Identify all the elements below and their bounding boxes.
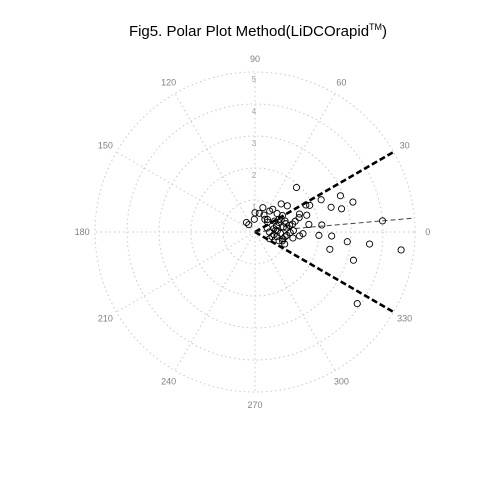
data-point (283, 231, 291, 239)
grid-spoke (174, 93, 256, 233)
data-point (265, 228, 273, 236)
angle-tick-label: 270 (247, 400, 262, 410)
data-point (265, 235, 274, 243)
data-point (281, 217, 289, 225)
data-point (281, 233, 289, 241)
data-point (306, 201, 314, 209)
data-point (279, 235, 287, 243)
data-point (295, 210, 304, 218)
data-point (271, 217, 279, 225)
data-point (317, 196, 325, 204)
radius-tick-label: 1 (252, 203, 257, 212)
data-point (266, 207, 274, 215)
data-point (260, 211, 268, 219)
chart-title-main: Fig5. Polar Plot Method(LiDCOrapid (129, 23, 369, 40)
angle-tick-label: 90 (250, 54, 260, 64)
data-point (327, 203, 335, 211)
data-point (250, 215, 258, 223)
radius-labels: 1 2 3 4 5 (252, 75, 257, 212)
data-point (291, 217, 299, 225)
grid-circle (94, 71, 416, 393)
data-point (378, 217, 387, 225)
data-point (286, 221, 294, 229)
data-point (343, 238, 351, 246)
chart-title: Fig5. Polar Plot Method(LiDCOrapidTM) (129, 22, 387, 40)
angle-tick-label: 0 (425, 227, 430, 237)
data-point (353, 300, 361, 308)
data-point (272, 226, 280, 234)
data-point (295, 214, 303, 222)
grid-spoke (174, 231, 256, 371)
data-point (275, 237, 283, 245)
grid-circle (126, 103, 384, 361)
radius-tick-label: 3 (252, 139, 257, 148)
data-point (261, 215, 269, 223)
chart-title-superscript: TM (369, 22, 382, 32)
data-point (397, 246, 405, 254)
grid-spoke (116, 231, 256, 313)
angle-tick-label: 330 (397, 313, 412, 323)
data-point (245, 221, 253, 229)
data-point (299, 230, 307, 238)
data-point (336, 192, 344, 200)
radius-tick-label: 2 (252, 171, 257, 180)
data-point (289, 234, 297, 242)
data-point (292, 183, 301, 192)
data-point (305, 220, 313, 228)
angle-tick-label: 210 (98, 313, 113, 323)
angle-tick-label: 150 (98, 141, 113, 151)
data-point (242, 218, 250, 227)
data-points (242, 183, 405, 308)
angle-tick-label: 300 (334, 377, 349, 387)
chart-title-suffix: ) (382, 23, 387, 40)
data-point (318, 221, 326, 229)
data-point (263, 216, 271, 224)
data-point (259, 204, 267, 212)
data-point (272, 222, 281, 230)
data-point (281, 240, 289, 248)
data-point (303, 211, 311, 219)
data-point (255, 209, 263, 217)
grid-spoke (254, 231, 336, 371)
radius-tick-label: 4 (252, 107, 257, 116)
data-point (289, 227, 297, 235)
data-point (328, 232, 336, 240)
radius-tick-label: 5 (252, 75, 257, 84)
grid-spoke (116, 151, 256, 233)
data-point (326, 245, 334, 253)
data-point (283, 202, 291, 210)
data-point (366, 240, 374, 248)
angle-tick-label: 60 (336, 77, 346, 87)
data-point (315, 231, 323, 239)
data-point (349, 198, 357, 206)
angle-tick-label: 180 (75, 227, 90, 237)
angle-tick-label: 30 (400, 141, 410, 151)
data-point (337, 205, 346, 213)
angle-tick-label: 240 (161, 377, 176, 387)
data-point (302, 201, 310, 209)
angle-labels: 0 30 60 90 120 150 180 210 240 270 300 330 (75, 54, 431, 410)
data-point (277, 200, 285, 208)
angle-tick-label: 120 (161, 77, 176, 87)
data-point (349, 256, 357, 264)
